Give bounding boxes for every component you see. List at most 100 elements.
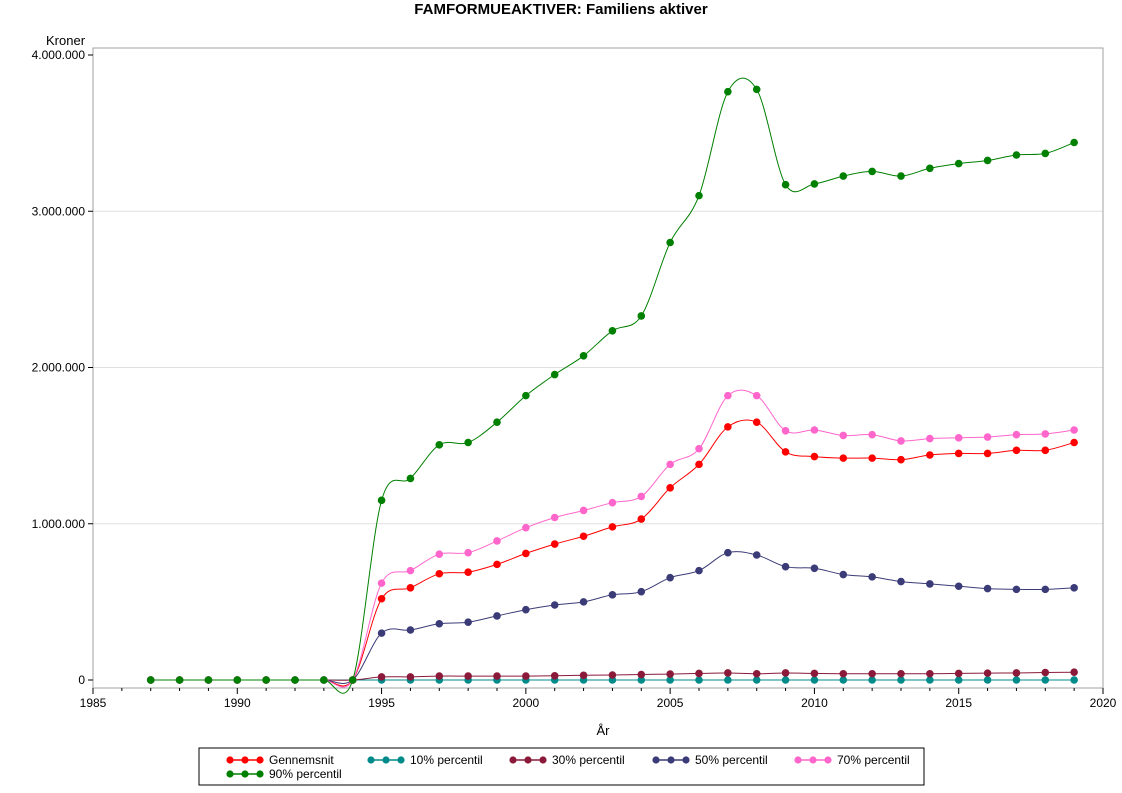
- data-point: [377, 673, 386, 681]
- y-tick-label: 0: [78, 673, 85, 687]
- data-point: [377, 594, 386, 603]
- legend-swatch-marker: [667, 756, 675, 764]
- data-point: [608, 498, 617, 507]
- series-line: [150, 419, 1075, 687]
- data-point: [926, 451, 934, 459]
- data-point: [868, 573, 876, 581]
- data-point: [926, 580, 934, 588]
- data-point: [608, 591, 617, 599]
- data-point: [868, 430, 876, 439]
- series-line: [150, 389, 1075, 688]
- data-point: [752, 551, 761, 559]
- data-point: [724, 669, 732, 677]
- data-point: [406, 626, 415, 634]
- legend-swatch-marker: [824, 756, 832, 764]
- data-point: [926, 676, 934, 684]
- data-point: [522, 523, 530, 532]
- data-point: [839, 676, 848, 684]
- x-tick-label: 2000: [513, 696, 540, 710]
- data-point: [1012, 446, 1021, 455]
- data-point: [897, 669, 905, 678]
- x-tick-label: 2010: [801, 696, 828, 710]
- data-point: [695, 444, 703, 453]
- data-point: [550, 601, 559, 609]
- data-point: [868, 676, 876, 684]
- data-point: [204, 676, 213, 684]
- data-point: [637, 515, 646, 523]
- data-point: [608, 671, 617, 679]
- data-point: [406, 584, 415, 592]
- data-point: [810, 180, 819, 188]
- data-point: [752, 418, 761, 426]
- legend-swatch-marker: [539, 756, 547, 764]
- y-axis-title: Kroner: [46, 33, 86, 48]
- data-point: [550, 671, 559, 680]
- data-point: [435, 672, 444, 680]
- data-point: [435, 550, 444, 559]
- data-point: [752, 676, 761, 684]
- legend-swatch-marker: [367, 756, 375, 764]
- legend-label: 70% percentil: [837, 753, 910, 767]
- data-point: [579, 598, 588, 606]
- series-lines: [146, 77, 1078, 694]
- data-point: [320, 676, 328, 684]
- data-point: [435, 619, 444, 628]
- data-point: [1041, 668, 1050, 677]
- grid-lines: [93, 210, 1103, 525]
- data-point: [954, 434, 963, 442]
- data-point: [579, 506, 588, 515]
- data-point: [493, 672, 501, 680]
- data-point: [695, 676, 703, 684]
- data-point: [348, 676, 357, 684]
- data-point: [464, 672, 472, 680]
- series-line: [150, 77, 1075, 694]
- data-point: [983, 449, 992, 458]
- legend-label: 50% percentil: [695, 753, 768, 767]
- data-point: [695, 191, 703, 200]
- data-point: [810, 564, 819, 573]
- data-point: [406, 566, 415, 575]
- legend-swatch-marker: [382, 756, 390, 764]
- legend-swatch-marker: [809, 756, 817, 764]
- data-point: [752, 85, 761, 94]
- data-point: [1070, 676, 1078, 684]
- x-tick-label: 1985: [80, 696, 107, 710]
- legend-label: 90% percentil: [269, 767, 342, 781]
- data-point: [666, 238, 674, 247]
- data-point: [810, 676, 819, 684]
- data-point: [897, 172, 905, 180]
- data-point: [781, 669, 790, 677]
- legend-swatch-marker: [226, 770, 234, 778]
- data-point: [724, 391, 732, 400]
- y-tick-label: 3.000.000: [32, 204, 86, 218]
- data-point: [493, 418, 501, 426]
- y-tick-label: 4.000.000: [32, 48, 86, 62]
- data-point: [579, 671, 588, 680]
- x-tick-label: 2015: [945, 696, 972, 710]
- data-point: [579, 532, 588, 541]
- data-point: [637, 676, 646, 684]
- series-90-percentil: [146, 77, 1078, 694]
- data-point: [522, 391, 530, 400]
- data-point: [724, 548, 732, 557]
- data-point: [464, 548, 472, 557]
- data-point: [810, 452, 819, 461]
- legend-swatch-marker: [652, 756, 660, 764]
- legend-swatch-marker: [682, 756, 690, 764]
- legend-swatch-marker: [524, 756, 532, 764]
- data-point: [1041, 446, 1050, 455]
- data-point: [695, 669, 703, 678]
- data-point: [435, 441, 444, 449]
- data-point: [1012, 151, 1021, 159]
- x-tick-label: 2020: [1090, 696, 1117, 710]
- legend-item: 70% percentil: [794, 753, 910, 767]
- data-point: [666, 670, 674, 678]
- legend-item: Gennemsnit: [226, 753, 334, 767]
- data-point: [781, 180, 790, 189]
- legend-item: 10% percentil: [367, 753, 483, 767]
- x-axis-title: År: [597, 723, 611, 738]
- axes: 0 1.000.000 2.000.000 3.000.000 4.000.000 198…: [32, 48, 1117, 710]
- data-point: [1012, 676, 1021, 684]
- y-tick-label: 2.000.000: [32, 361, 86, 375]
